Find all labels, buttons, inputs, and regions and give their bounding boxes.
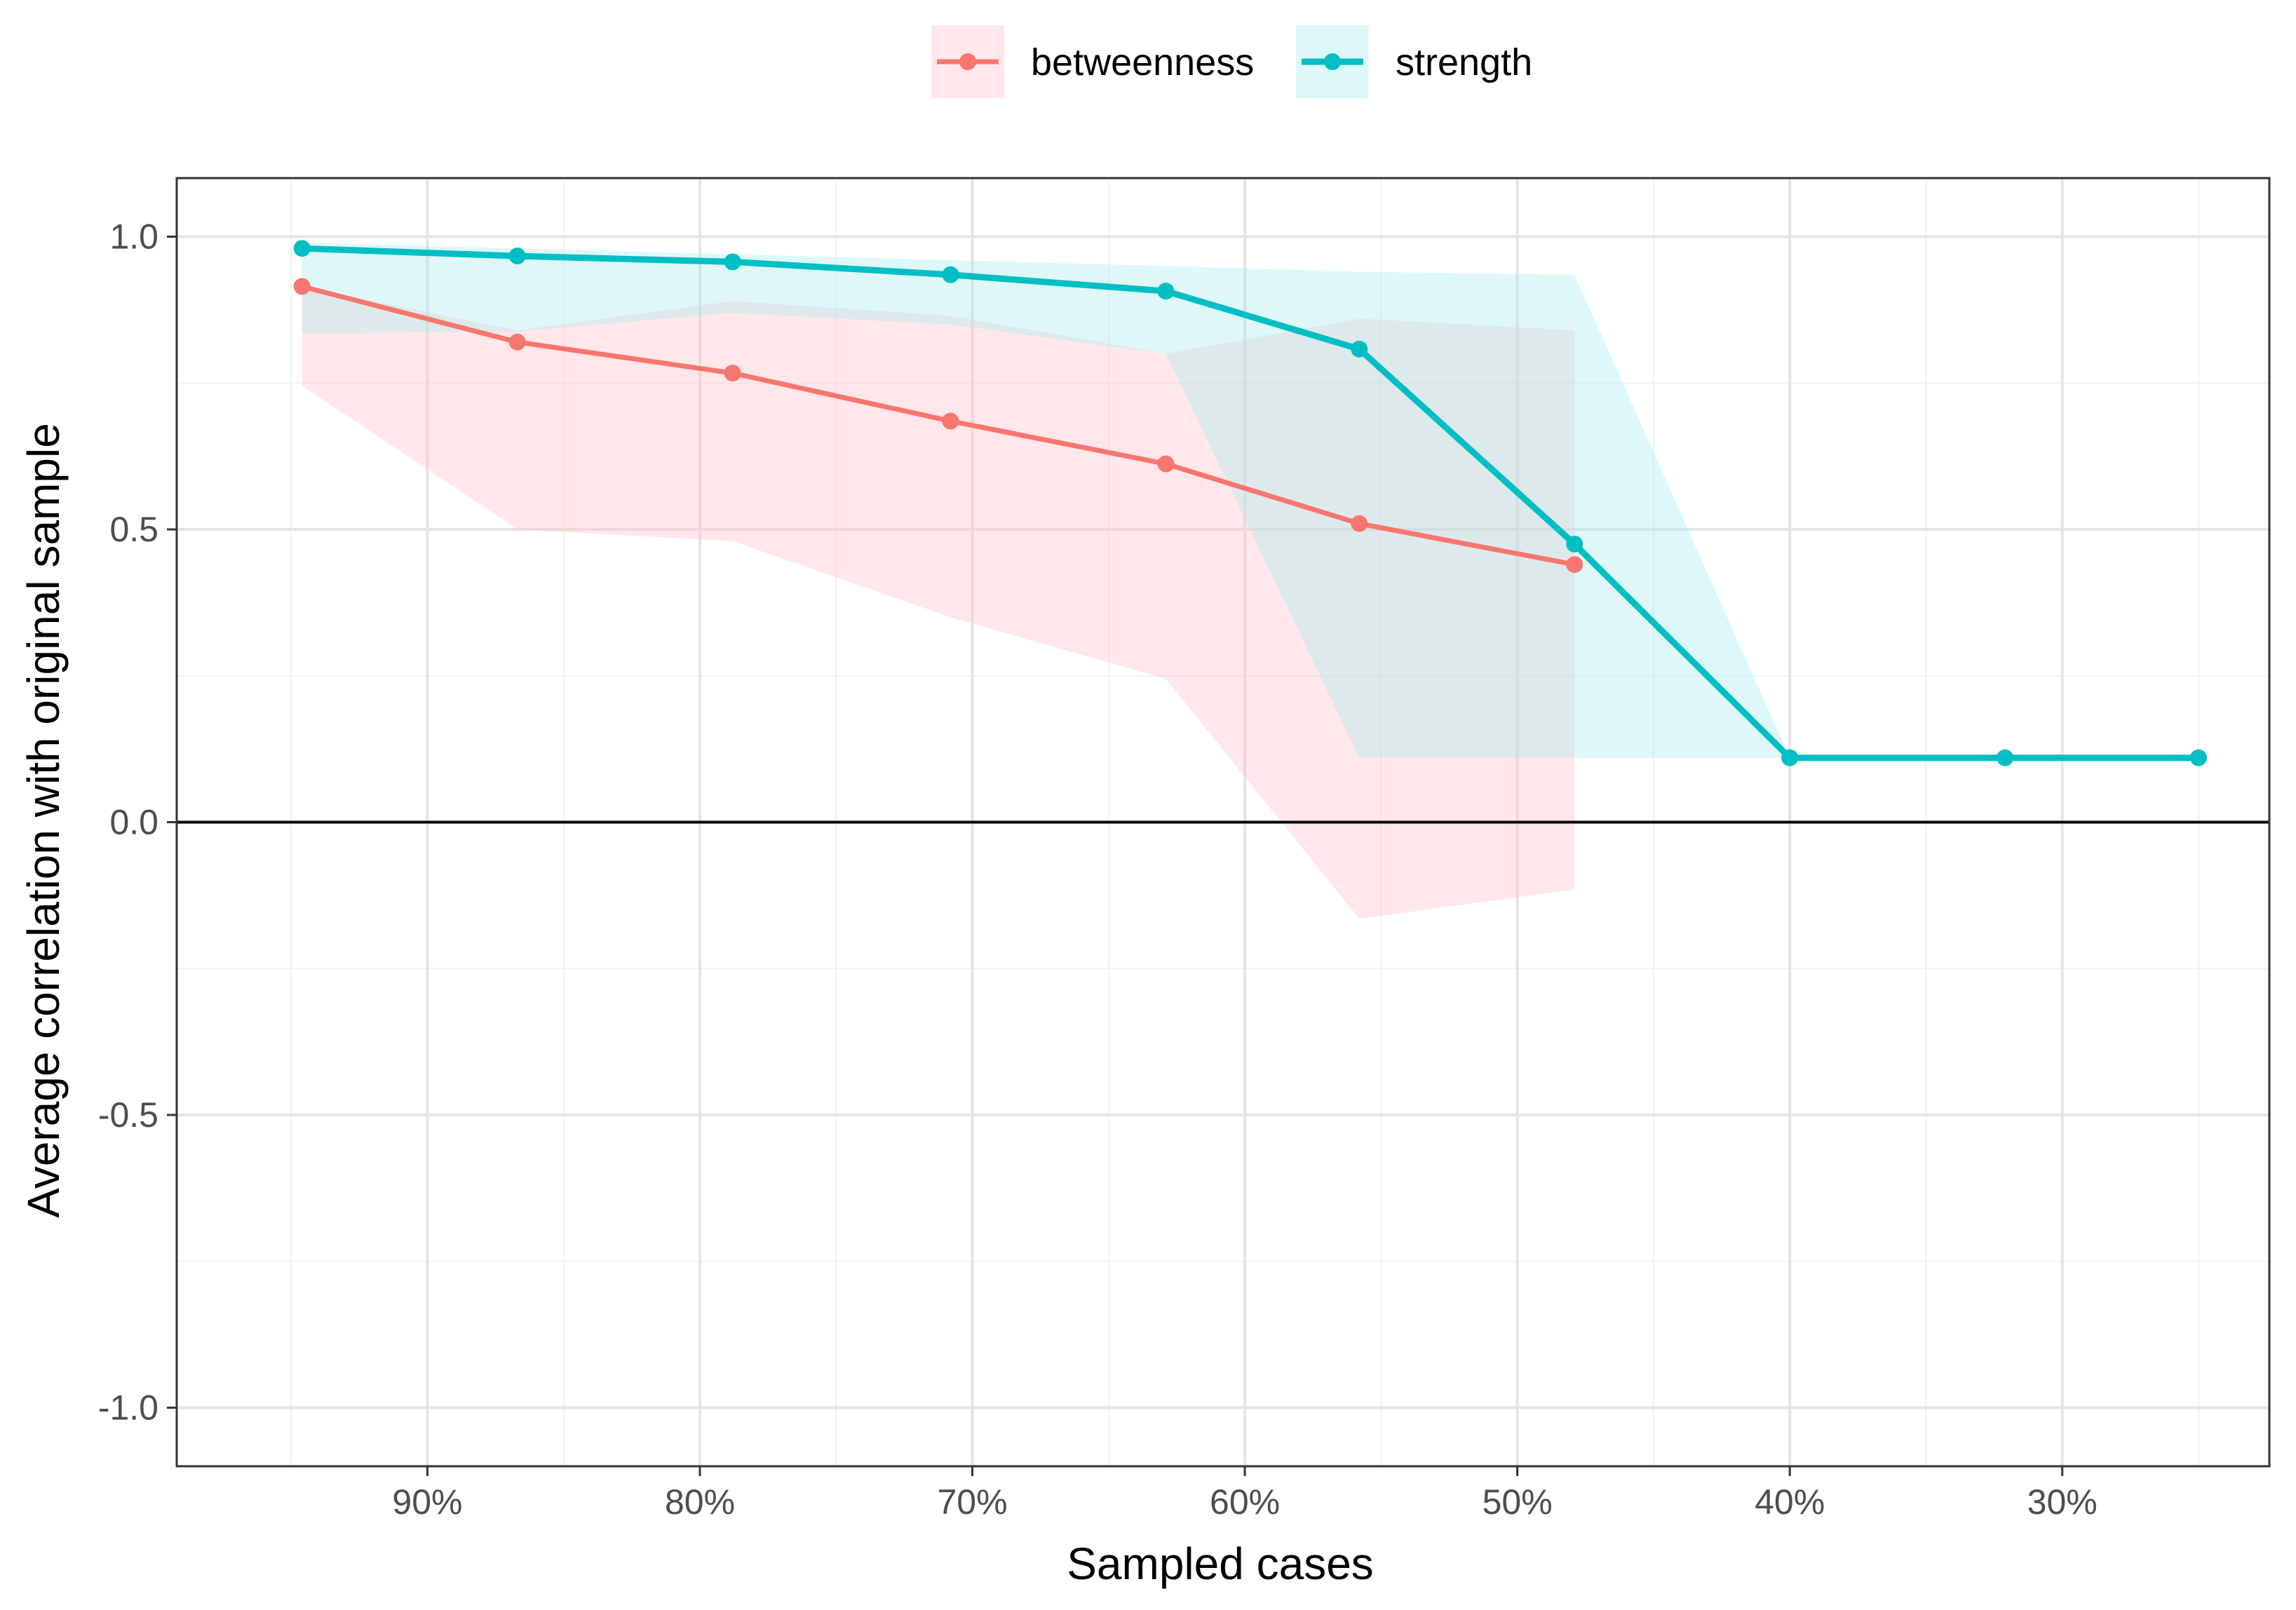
- point-strength-8: [1997, 749, 2014, 766]
- point-strength-5: [1351, 340, 1368, 358]
- y-tick-label-2: 0.0: [109, 803, 158, 842]
- point-betweenness-0: [293, 278, 311, 295]
- point-betweenness-6: [1566, 556, 1583, 574]
- y-axis: -1.0 -0.5 0.0 0.5 1.0: [98, 217, 177, 1428]
- legend-label-strength: strength: [1396, 41, 1532, 83]
- point-betweenness-3: [942, 412, 959, 430]
- x-tick-label-2: 70%: [938, 1482, 1008, 1522]
- legend: betweenness strength: [931, 25, 1532, 98]
- point-strength-3: [942, 266, 959, 283]
- y-tick-label-3: 0.5: [109, 510, 158, 549]
- x-tick-label-5: 40%: [1755, 1482, 1825, 1522]
- x-tick-label-3: 60%: [1210, 1482, 1280, 1522]
- legend-label-betweenness: betweenness: [1031, 41, 1254, 83]
- point-betweenness-5: [1351, 515, 1368, 532]
- x-axis: 90% 80% 70% 60% 50% 40% 30%: [392, 1466, 2098, 1522]
- x-tick-label-1: 80%: [665, 1482, 735, 1522]
- x-axis-label: Sampled cases: [1067, 1538, 1374, 1589]
- x-tick-label-4: 50%: [1483, 1482, 1553, 1522]
- point-strength-6: [1566, 535, 1583, 553]
- ribbon-betweenness: [302, 286, 1575, 919]
- point-strength-2: [724, 253, 741, 271]
- confidence-ribbons: [302, 242, 1790, 919]
- point-strength-0: [293, 240, 311, 257]
- point-strength-4: [1157, 283, 1175, 300]
- y-tick-label-4: 1.0: [109, 217, 158, 257]
- point-strength-9: [2189, 749, 2207, 766]
- legend-key-point-betweenness: [959, 53, 976, 70]
- x-tick-label-6: 30%: [2027, 1482, 2098, 1522]
- point-betweenness-4: [1157, 455, 1175, 473]
- series-points: [293, 240, 2207, 766]
- y-axis-label: Average correlation with original sample: [18, 423, 69, 1218]
- legend-key-point-strength: [1324, 53, 1341, 70]
- point-strength-7: [1781, 749, 1799, 766]
- x-tick-label-0: 90%: [392, 1482, 462, 1522]
- ribbon-strength: [302, 242, 1790, 758]
- point-betweenness-2: [724, 365, 741, 382]
- point-betweenness-1: [508, 333, 526, 351]
- y-tick-label-1: -0.5: [98, 1095, 158, 1135]
- y-tick-label-0: -1.0: [98, 1388, 158, 1428]
- point-strength-1: [508, 248, 526, 265]
- line-strength: [299, 245, 2202, 762]
